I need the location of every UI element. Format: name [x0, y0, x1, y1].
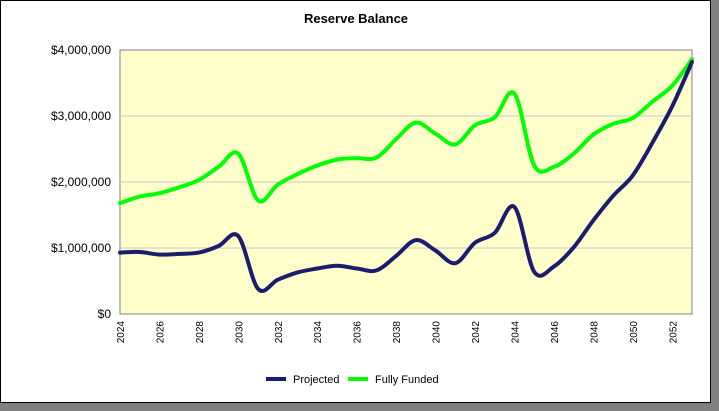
x-tick-label: 2034	[313, 321, 324, 344]
y-tick-label: $0	[98, 307, 112, 321]
x-tick-label: 2030	[234, 321, 245, 344]
legend-label-projected: Projected	[293, 374, 339, 386]
x-tick-label: 2050	[629, 321, 640, 344]
x-tick-label: 2042	[471, 321, 482, 344]
x-tick-label: 2032	[274, 321, 285, 344]
legend: Projected Fully Funded	[266, 374, 439, 386]
x-tick-label: 2024	[116, 321, 127, 344]
legend-label-fully-funded: Fully Funded	[375, 374, 439, 386]
x-tick-label: 2028	[195, 321, 206, 344]
y-tick-label: $3,000,000	[51, 109, 111, 123]
reserve-balance-chart: Reserve Balance $0 $1,000,000 $2,000,000 $3…	[51, 11, 694, 386]
y-tick-label: $1,000,000	[51, 241, 111, 255]
chart-title: Reserve Balance	[304, 11, 408, 26]
x-axis-labels: 2024 2026 2028 2030 2032 2034 2036 2038 2040 2042…	[116, 321, 679, 344]
x-tick-label: 2052	[668, 321, 679, 344]
y-tick-label: $2,000,000	[51, 175, 111, 189]
series-line-fully-funded	[118, 57, 694, 206]
y-tick-label: $4,000,000	[51, 43, 111, 57]
series-line-projected	[118, 59, 694, 293]
y-axis-labels: $0 $1,000,000 $2,000,000 $3,000,000 $4,000,0…	[51, 43, 111, 321]
x-tick-label: 2044	[510, 321, 521, 344]
series-lines	[118, 57, 694, 293]
x-tick-label: 2036	[353, 321, 364, 344]
x-tick-label: 2038	[392, 321, 403, 344]
x-tick-label: 2040	[432, 321, 443, 344]
x-tick-label: 2046	[550, 321, 561, 344]
x-tick-label: 2026	[155, 321, 166, 344]
x-tick-label: 2048	[589, 321, 600, 344]
